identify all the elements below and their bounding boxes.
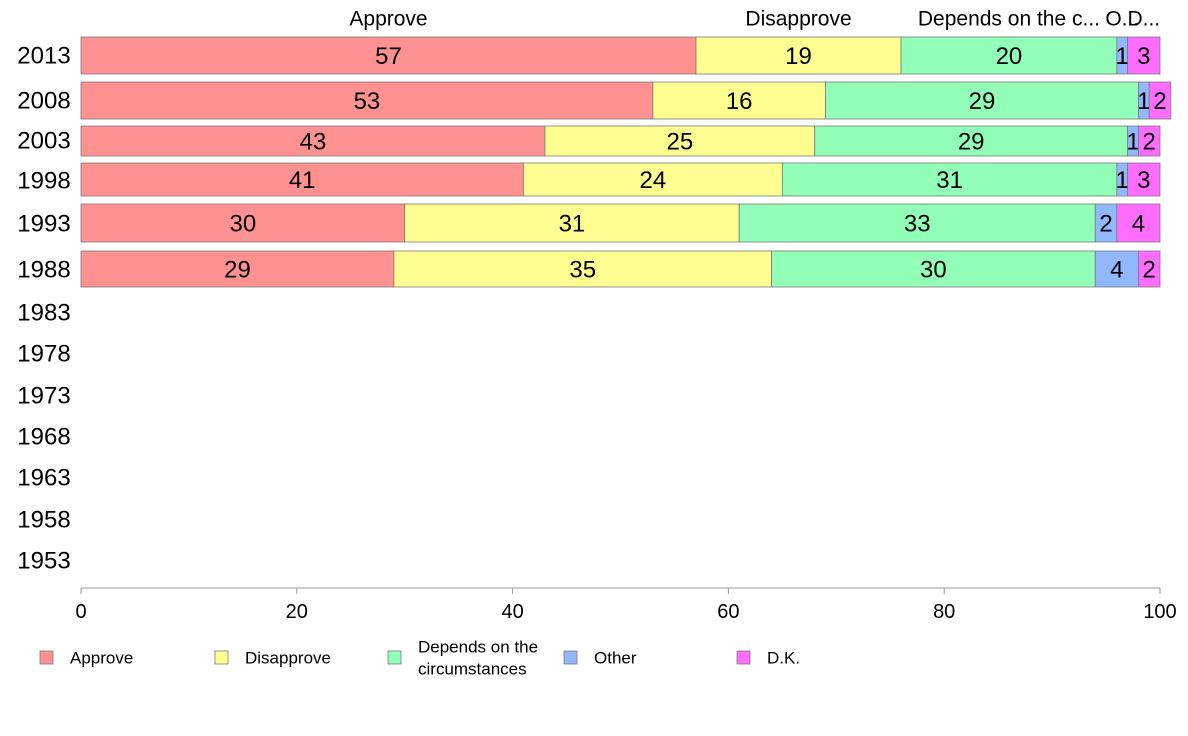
data-label-1993-d-k: 4	[1132, 211, 1145, 238]
x-tick-label-100: 100	[1143, 601, 1176, 623]
data-label-1993-other: 2	[1099, 211, 1112, 238]
data-label-2008-depends-on-the-circumstances: 29	[969, 88, 996, 115]
legend: Approve Disapprove Depends on the circumsta…	[39, 638, 800, 679]
data-label-1988-d-k: 2	[1143, 257, 1156, 284]
data-label-2008-approve: 53	[354, 88, 381, 115]
legend-label-other: Other	[594, 649, 637, 668]
data-label-2008-d-k: 2	[1153, 88, 1166, 115]
x-tick-label-80: 80	[933, 601, 955, 623]
data-label-2003-other: 1	[1126, 129, 1139, 156]
column-header-disapprove: Disapprove	[745, 8, 851, 31]
x-tick-label-0: 0	[75, 601, 86, 623]
data-label-2013-other: 1	[1116, 43, 1129, 70]
column-header-d-k: D...	[1127, 8, 1160, 31]
data-label-2008-disapprove: 16	[726, 88, 753, 115]
bar-1993-d-k	[1116, 203, 1161, 243]
bar-2003-d-k	[1138, 125, 1161, 157]
bar-1988-depends-on-the-circumstances	[771, 250, 1096, 288]
y-label-1958: 1958	[17, 507, 70, 534]
data-label-2003-disapprove: 25	[666, 129, 693, 156]
data-label-2013-approve: 57	[375, 43, 402, 70]
column-header-depends-on-the-circumstances: Depends on the c...	[918, 8, 1100, 31]
data-label-1998-disapprove: 24	[640, 167, 667, 194]
bar-2013-d-k	[1127, 36, 1161, 75]
y-label-2003: 2003	[17, 128, 70, 155]
data-label-1998-other: 1	[1116, 167, 1129, 194]
legend-label-disapprove: Disapprove	[245, 649, 331, 668]
data-label-1993-approve: 30	[229, 211, 256, 238]
bar-2008-d-k	[1148, 81, 1172, 120]
column-header-approve: Approve	[349, 8, 427, 31]
bar-2013-disapprove	[695, 36, 902, 75]
legend-label-d-k: D.K.	[767, 649, 800, 668]
bar-1993-approve	[80, 203, 406, 243]
data-label-2003-approve: 43	[300, 129, 327, 156]
y-label-1968: 1968	[17, 424, 70, 451]
bar-1993-depends-on-the-circumstances	[738, 203, 1096, 243]
bars: 57 19 20 1 353 16 29 1 243 25 29 1 241 24 31 1 330 31 33 2 4…	[80, 36, 1172, 288]
data-label-2003-depends-on-the-circumstances: 29	[958, 129, 985, 156]
y-label-1983: 1983	[17, 300, 70, 327]
column-headers: Approve Disapprove Depends on the c... O...…	[349, 8, 1160, 31]
data-label-1993-depends-on-the-circumstances: 33	[904, 211, 931, 238]
y-label-1993: 1993	[17, 211, 70, 238]
bar-1998-disapprove	[522, 162, 783, 197]
y-label-2013: 2013	[17, 43, 70, 70]
data-label-1988-disapprove: 35	[569, 257, 596, 284]
y-label-1998: 1998	[17, 168, 70, 195]
data-label-1998-d-k: 3	[1137, 167, 1150, 194]
data-label-2013-disapprove: 19	[785, 43, 812, 70]
y-label-1978: 1978	[17, 341, 70, 368]
data-label-1998-depends-on-the-circumstances: 31	[936, 167, 963, 194]
bar-1998-approve	[80, 162, 524, 197]
column-header-other: O...	[1105, 8, 1139, 31]
bar-1988-d-k	[1138, 250, 1161, 288]
bar-1993-disapprove	[404, 203, 740, 243]
y-axis-labels: 2013 2008 2003 1998 1993 1988 1983 1978 1973 1968…	[17, 43, 70, 575]
y-label-1953: 1953	[17, 548, 70, 575]
bar-2008-approve	[80, 81, 654, 120]
legend-label-depends-on-the-circumstances: Depends on the circumstances	[418, 638, 538, 679]
data-label-2013-depends-on-the-circumstances: 20	[996, 43, 1023, 70]
x-tick-label-60: 60	[717, 601, 739, 623]
y-label-1988: 1988	[17, 257, 70, 284]
data-label-1988-depends-on-the-circumstances: 30	[920, 257, 947, 284]
data-label-2008-other: 1	[1137, 88, 1150, 115]
x-tick-label-40: 40	[501, 601, 523, 623]
bar-1998-d-k	[1127, 162, 1161, 197]
legend-swatch-disapprove	[214, 650, 229, 665]
bar-2003-disapprove	[544, 125, 816, 157]
legend-swatch-other	[563, 650, 578, 665]
y-label-2008: 2008	[17, 88, 70, 115]
y-label-1973: 1973	[17, 383, 70, 410]
data-label-1998-approve: 41	[289, 167, 316, 194]
data-label-1988-other: 4	[1110, 257, 1123, 284]
data-label-2013-d-k: 3	[1137, 43, 1150, 70]
legend-swatch-depends-on-the-circumstances	[387, 650, 402, 665]
bar-2008-depends-on-the-circumstances	[825, 81, 1139, 120]
legend-swatch-approve	[39, 650, 54, 665]
data-label-1993-disapprove: 31	[559, 211, 586, 238]
x-axis: 0 20 40 60 80 100	[75, 587, 1177, 623]
bar-1988-approve	[80, 250, 395, 288]
legend-swatch-d-k	[736, 650, 751, 665]
x-tick-label-20: 20	[286, 601, 308, 623]
legend-label-approve: Approve	[70, 649, 133, 668]
data-label-1988-approve: 29	[224, 257, 251, 284]
data-label-2003-d-k: 2	[1143, 129, 1156, 156]
bar-2008-disapprove	[652, 81, 826, 120]
y-label-1963: 1963	[17, 465, 70, 492]
bar-2003-approve	[80, 125, 546, 157]
